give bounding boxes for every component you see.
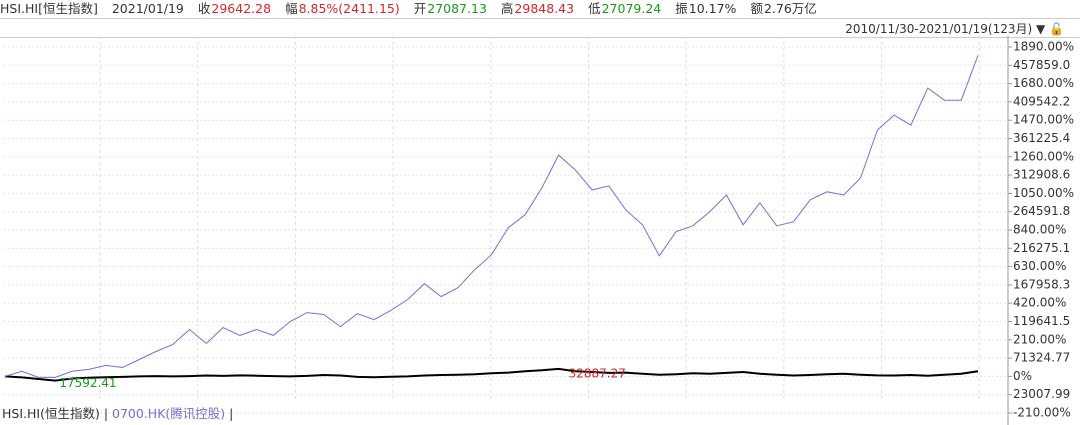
max-label: 32887.27 xyxy=(569,366,626,380)
series-line xyxy=(4,55,979,378)
y-tick-label: 312908.6 xyxy=(1013,168,1070,182)
y-tick-label: 409542.2 xyxy=(1013,94,1070,108)
y-tick-label: 71324.77 xyxy=(1013,351,1070,365)
range-text: 2010/11/30-2021/01/19(123月) xyxy=(845,22,1033,36)
quote-item: 开27087.13 xyxy=(414,1,487,16)
y-tick-label: 420.00% xyxy=(1013,296,1066,310)
range-bar: 2010/11/30-2021/01/19(123月) ▼ 🔓 xyxy=(0,18,1080,38)
y-tick-label: 1050.00% xyxy=(1013,186,1074,200)
y-tick-label: 1680.00% xyxy=(1013,76,1074,90)
y-tick-label: 1260.00% xyxy=(1013,149,1074,163)
quote-value: 27087.13 xyxy=(427,1,487,16)
y-tick-label: 1470.00% xyxy=(1013,113,1074,127)
quote-items: 收29642.28 幅8.85%(2411.15) 开27087.13 高29848.… xyxy=(198,1,831,16)
date: 2021/01/19 xyxy=(111,1,184,16)
y-tick-label: 210.00% xyxy=(1013,332,1066,346)
y-tick-label: 457859.0 xyxy=(1013,58,1070,72)
min-label: 17592.41 xyxy=(59,376,116,390)
quote-item: 振10.17% xyxy=(675,1,736,16)
quote-label: 高 xyxy=(500,1,514,16)
info-bar: HSI.HI[恒生指数] 2021/01/19 收29642.28 幅8.85%(24… xyxy=(0,0,1080,18)
legend-entry[interactable]: 0700.HK(腾讯控股) xyxy=(112,406,226,421)
quote-label: 收 xyxy=(197,1,211,16)
y-tick-label: 264591.8 xyxy=(1013,204,1070,218)
quote-value: 10.17% xyxy=(688,1,737,16)
quote-value: 27079.24 xyxy=(601,1,662,16)
quote-item: 低27079.24 xyxy=(588,1,661,16)
series-line xyxy=(4,367,979,382)
quote-value: 29848.43 xyxy=(514,1,575,16)
quote-item: 高29848.43 xyxy=(501,1,574,16)
y-tick-label: 119641.5 xyxy=(1013,314,1070,328)
quote-label: 低 xyxy=(588,1,601,16)
quote-item: 收29642.28 xyxy=(198,1,271,16)
y-tick-label: 23007.99 xyxy=(1013,387,1070,401)
date-range[interactable]: 2010/11/30-2021/01/19(123月) ▼ 🔓 xyxy=(845,22,1064,36)
symbol: HSI.HI[恒生指数] xyxy=(0,1,98,16)
quote-value: 8.85%(2411.15) xyxy=(298,1,400,16)
y-tick-label: 167958.3 xyxy=(1013,277,1070,291)
quote-value: 29642.28 xyxy=(211,1,272,16)
y-tick-label: 216275.1 xyxy=(1013,241,1070,255)
legend: HSI.HI(恒生指数) | 0700.HK(腾讯控股) | xyxy=(2,406,234,421)
y-tick-label: 630.00% xyxy=(1013,259,1066,273)
y-tick-label: -210.00% xyxy=(1013,406,1071,420)
quote-label: 额 xyxy=(750,1,763,16)
quote-label: 幅 xyxy=(285,1,298,16)
quote-item: 额2.76万亿 xyxy=(750,1,816,16)
y-tick-label: 0% xyxy=(1013,369,1032,383)
quote-value: 2.76万亿 xyxy=(763,1,817,16)
legend-entry[interactable]: HSI.HI(恒生指数) xyxy=(2,406,100,421)
quote-label: 振 xyxy=(675,1,688,16)
quote-item: 幅8.85%(2411.15) xyxy=(285,1,400,16)
quote-label: 开 xyxy=(413,1,427,16)
y-tick-label: 1890.00% xyxy=(1013,40,1074,54)
y-tick-label: 840.00% xyxy=(1013,223,1066,237)
y-tick-label: 361225.4 xyxy=(1013,131,1070,145)
